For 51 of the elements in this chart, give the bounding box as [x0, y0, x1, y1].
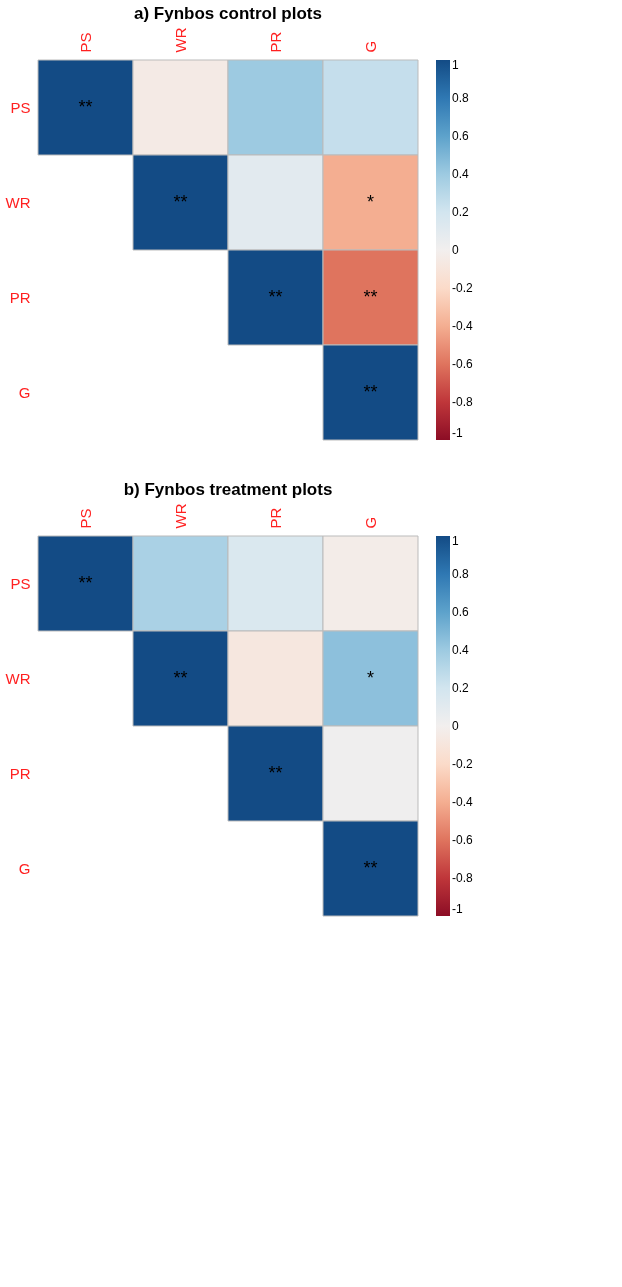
data-label: ** [78, 96, 93, 117]
color-bar-label: 0.2 [452, 681, 470, 695]
data-label: ** [78, 572, 93, 593]
y-tick-label: PR [9, 764, 31, 782]
x-tick-label: WR [171, 27, 189, 53]
color-bar-label: 0.4 [452, 167, 470, 181]
data-label: ** [173, 191, 188, 212]
data-label: ** [268, 286, 283, 307]
color-bar-label: 0.8 [452, 91, 470, 105]
color-bar-label: 0 [452, 243, 459, 257]
color-bar-label: 0.2 [452, 205, 470, 219]
data-label: ** [363, 381, 378, 402]
data-label: ** [268, 762, 283, 783]
color-bar-label: -0.8 [452, 395, 473, 409]
data-label: * [366, 667, 375, 688]
color-bar-label: -0.2 [452, 757, 473, 771]
color-bar-label: -1 [452, 426, 463, 440]
data-label: ** [363, 857, 378, 878]
data-label: * [366, 191, 375, 212]
color-bar-label: -1 [452, 902, 463, 916]
y-tick-label: WR [5, 669, 31, 687]
data-label: ** [173, 667, 188, 688]
chart-title: b) Fynbos treatment plots [123, 480, 333, 500]
x-tick-label: PS [76, 508, 94, 529]
y-tick-label: PR [9, 288, 31, 306]
chart-title: a) Fynbos control plots [134, 4, 322, 24]
color-bar-label: -0.4 [452, 319, 473, 333]
color-bar-label: -0.6 [452, 833, 473, 847]
y-tick-label: G [18, 383, 31, 401]
color-bar-label: 0.6 [452, 129, 470, 143]
color-bar-label: 0 [452, 719, 459, 733]
color-bar-label: 0.6 [452, 605, 470, 619]
x-tick-label: PR [266, 507, 284, 529]
x-tick-label: PR [266, 31, 284, 53]
y-tick-label: WR [5, 193, 31, 211]
color-bar-label: -0.8 [452, 871, 473, 885]
x-tick-label: G [361, 516, 379, 529]
y-tick-label: PS [10, 574, 31, 592]
x-tick-label: G [361, 40, 379, 53]
data-label: ** [363, 286, 378, 307]
color-bar-label: 1 [452, 58, 459, 72]
color-bar-label: 0.8 [452, 567, 470, 581]
color-bar-label: -0.2 [452, 281, 473, 295]
color-bar-label: 1 [452, 534, 459, 548]
color-bar-label: -0.4 [452, 795, 473, 809]
color-bar-label: 0.4 [452, 643, 470, 657]
x-tick-label: WR [171, 503, 189, 529]
y-tick-label: PS [10, 98, 31, 116]
color-bar-label: -0.6 [452, 357, 473, 371]
y-tick-label: G [18, 859, 31, 877]
x-tick-label: PS [76, 32, 94, 53]
